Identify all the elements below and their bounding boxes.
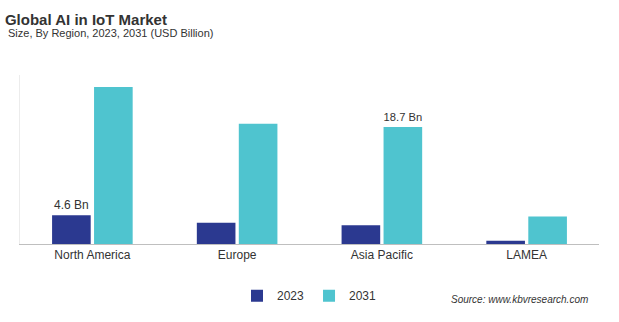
svg-text:4.6 Bn: 4.6 Bn [54, 198, 89, 212]
svg-text:Size, By Region, 2023, 2031 (U: Size, By Region, 2023, 2031 (USD Billion… [8, 27, 213, 39]
svg-text:2031: 2031 [349, 289, 376, 303]
svg-text:2023: 2023 [277, 289, 304, 303]
svg-text:Global AI in IoT Market: Global AI in IoT Market [5, 11, 167, 28]
svg-text:North America: North America [54, 248, 130, 262]
svg-text:Asia Pacific: Asia Pacific [351, 248, 413, 262]
svg-text:LAMEA: LAMEA [506, 248, 547, 262]
svg-text:18.7 Bn: 18.7 Bn [384, 111, 423, 123]
svg-text:Source: www.kbvresearch.com: Source: www.kbvresearch.com [451, 294, 588, 305]
svg-text:Europe: Europe [218, 248, 257, 262]
